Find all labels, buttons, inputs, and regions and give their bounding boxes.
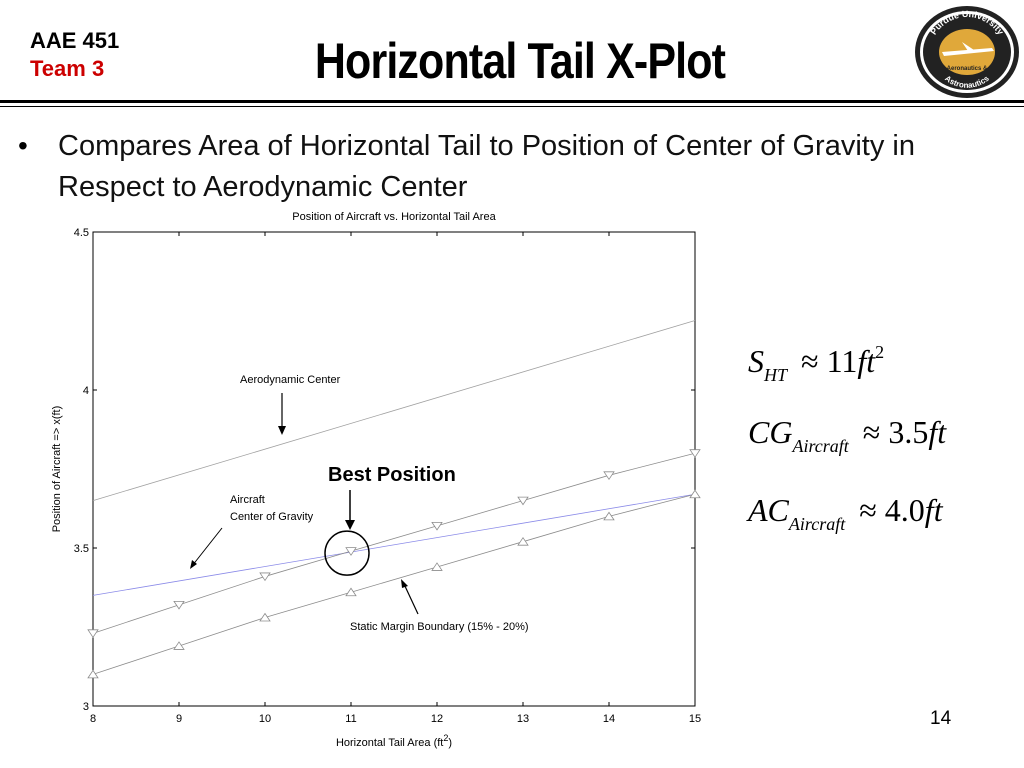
formula-cg-sub: Aircraft xyxy=(792,436,849,456)
series-marker-2 xyxy=(603,471,615,481)
annotation-static-margin: Static Margin Boundary (15% - 20%) xyxy=(350,621,529,633)
series-marker-3 xyxy=(87,669,99,679)
formula-s-ht-sub: HT xyxy=(764,365,788,385)
series-marker-2 xyxy=(689,449,701,458)
x-tick-label: 14 xyxy=(603,713,615,725)
arrow-cg xyxy=(191,527,223,567)
series-marker-3 xyxy=(345,587,357,597)
series-marker-3 xyxy=(517,536,529,546)
series-line-1 xyxy=(92,493,696,596)
series-marker-3 xyxy=(603,511,615,521)
series-line-2 xyxy=(92,452,696,634)
formula-cg: CGAircraft ≈3.5ft xyxy=(748,414,946,457)
y-axis-label: Position of Aircraft => x(ft) xyxy=(51,406,63,533)
series-marker-2 xyxy=(517,496,529,506)
series-marker-3 xyxy=(173,641,185,650)
purdue-seal-logo: Purdue University Aeronautics & Astronau… xyxy=(915,6,1019,98)
x-tick-label: 13 xyxy=(517,713,529,725)
arrow-static-margin xyxy=(403,583,419,615)
formula-cg-unit: ft xyxy=(928,414,947,450)
x-plot-chart: Position of Aircraft vs. Horizontal Tail… xyxy=(51,211,701,749)
series-marker-3 xyxy=(259,612,271,622)
page-number: 14 xyxy=(930,708,952,729)
formula-cg-value: 3.5 xyxy=(888,414,929,450)
y-tick-label: 3.5 xyxy=(74,543,89,555)
formula-s-ht-value: 11 xyxy=(826,343,858,379)
x-tick-label: 9 xyxy=(176,713,182,725)
formula-ac-approx: ≈ xyxy=(859,492,877,528)
annotation-cg-line1: Aircraft xyxy=(230,494,265,506)
annotation-cg-line2: Center of Gravity xyxy=(230,511,314,523)
series-marker-2 xyxy=(259,572,271,582)
chart-title: Position of Aircraft vs. Horizontal Tail… xyxy=(292,211,496,223)
arrowhead-static-margin xyxy=(401,579,408,588)
x-tick-label: 11 xyxy=(345,713,356,725)
x-axis-label: Horizontal Tail Area (ft2) xyxy=(336,733,452,749)
annotation-aerodynamic-center: Aerodynamic Center xyxy=(240,374,341,386)
x-tick-label: 10 xyxy=(259,713,271,725)
annotation-best-position: Best Position xyxy=(328,464,456,486)
bullet-marker: • xyxy=(18,130,28,161)
formula-s-ht-var: S xyxy=(748,343,764,379)
formula-s-ht-unit: ft xyxy=(857,343,876,379)
slide-title: Horizontal Tail X-Plot xyxy=(314,33,726,89)
course-label: AAE 451 xyxy=(30,28,120,53)
header-rule-thick xyxy=(0,100,1024,103)
formula-s-ht-approx: ≈ xyxy=(801,343,819,379)
formula-s-ht-sup: 2 xyxy=(875,342,885,362)
formula-cg-approx: ≈ xyxy=(862,414,881,450)
series-marker-2 xyxy=(345,547,357,556)
series-line-0 xyxy=(92,320,696,501)
seal-text-mid: Aeronautics & xyxy=(947,66,988,72)
formula-ac-unit: ft xyxy=(924,492,943,528)
series-marker-2 xyxy=(431,521,443,531)
series-marker-3 xyxy=(431,562,443,571)
x-tick-label: 15 xyxy=(689,713,701,725)
team-label: Team 3 xyxy=(30,56,105,81)
formula-ac-var: AC xyxy=(748,492,789,528)
arrowhead-cg xyxy=(190,560,197,569)
series-marker-2 xyxy=(173,600,185,610)
arrowhead-best-position xyxy=(345,520,355,530)
formula-ac: ACAircraft ≈4.0ft xyxy=(748,492,943,535)
y-tick-label: 4 xyxy=(83,385,89,397)
x-tick-label: 12 xyxy=(431,713,443,725)
y-tick-label: 4.5 xyxy=(74,227,89,239)
best-position-circle xyxy=(324,530,370,576)
header-rule-thin xyxy=(0,106,1024,107)
formula-ac-value: 4.0 xyxy=(884,492,925,528)
series-line-3 xyxy=(92,493,696,675)
arrowhead-aerodynamic-center xyxy=(278,426,286,435)
plot-frame xyxy=(92,231,696,707)
formula-s-ht: SHT ≈11ft2 xyxy=(748,342,884,386)
series-marker-3 xyxy=(689,489,701,499)
bullet-text: Compares Area of Horizontal Tail to Posi… xyxy=(58,130,915,203)
formula-cg-var: CG xyxy=(748,414,793,450)
series-marker-2 xyxy=(87,629,99,639)
formula-ac-sub: Aircraft xyxy=(788,514,846,534)
x-tick-label: 8 xyxy=(90,713,96,725)
y-tick-label: 3 xyxy=(83,701,89,713)
